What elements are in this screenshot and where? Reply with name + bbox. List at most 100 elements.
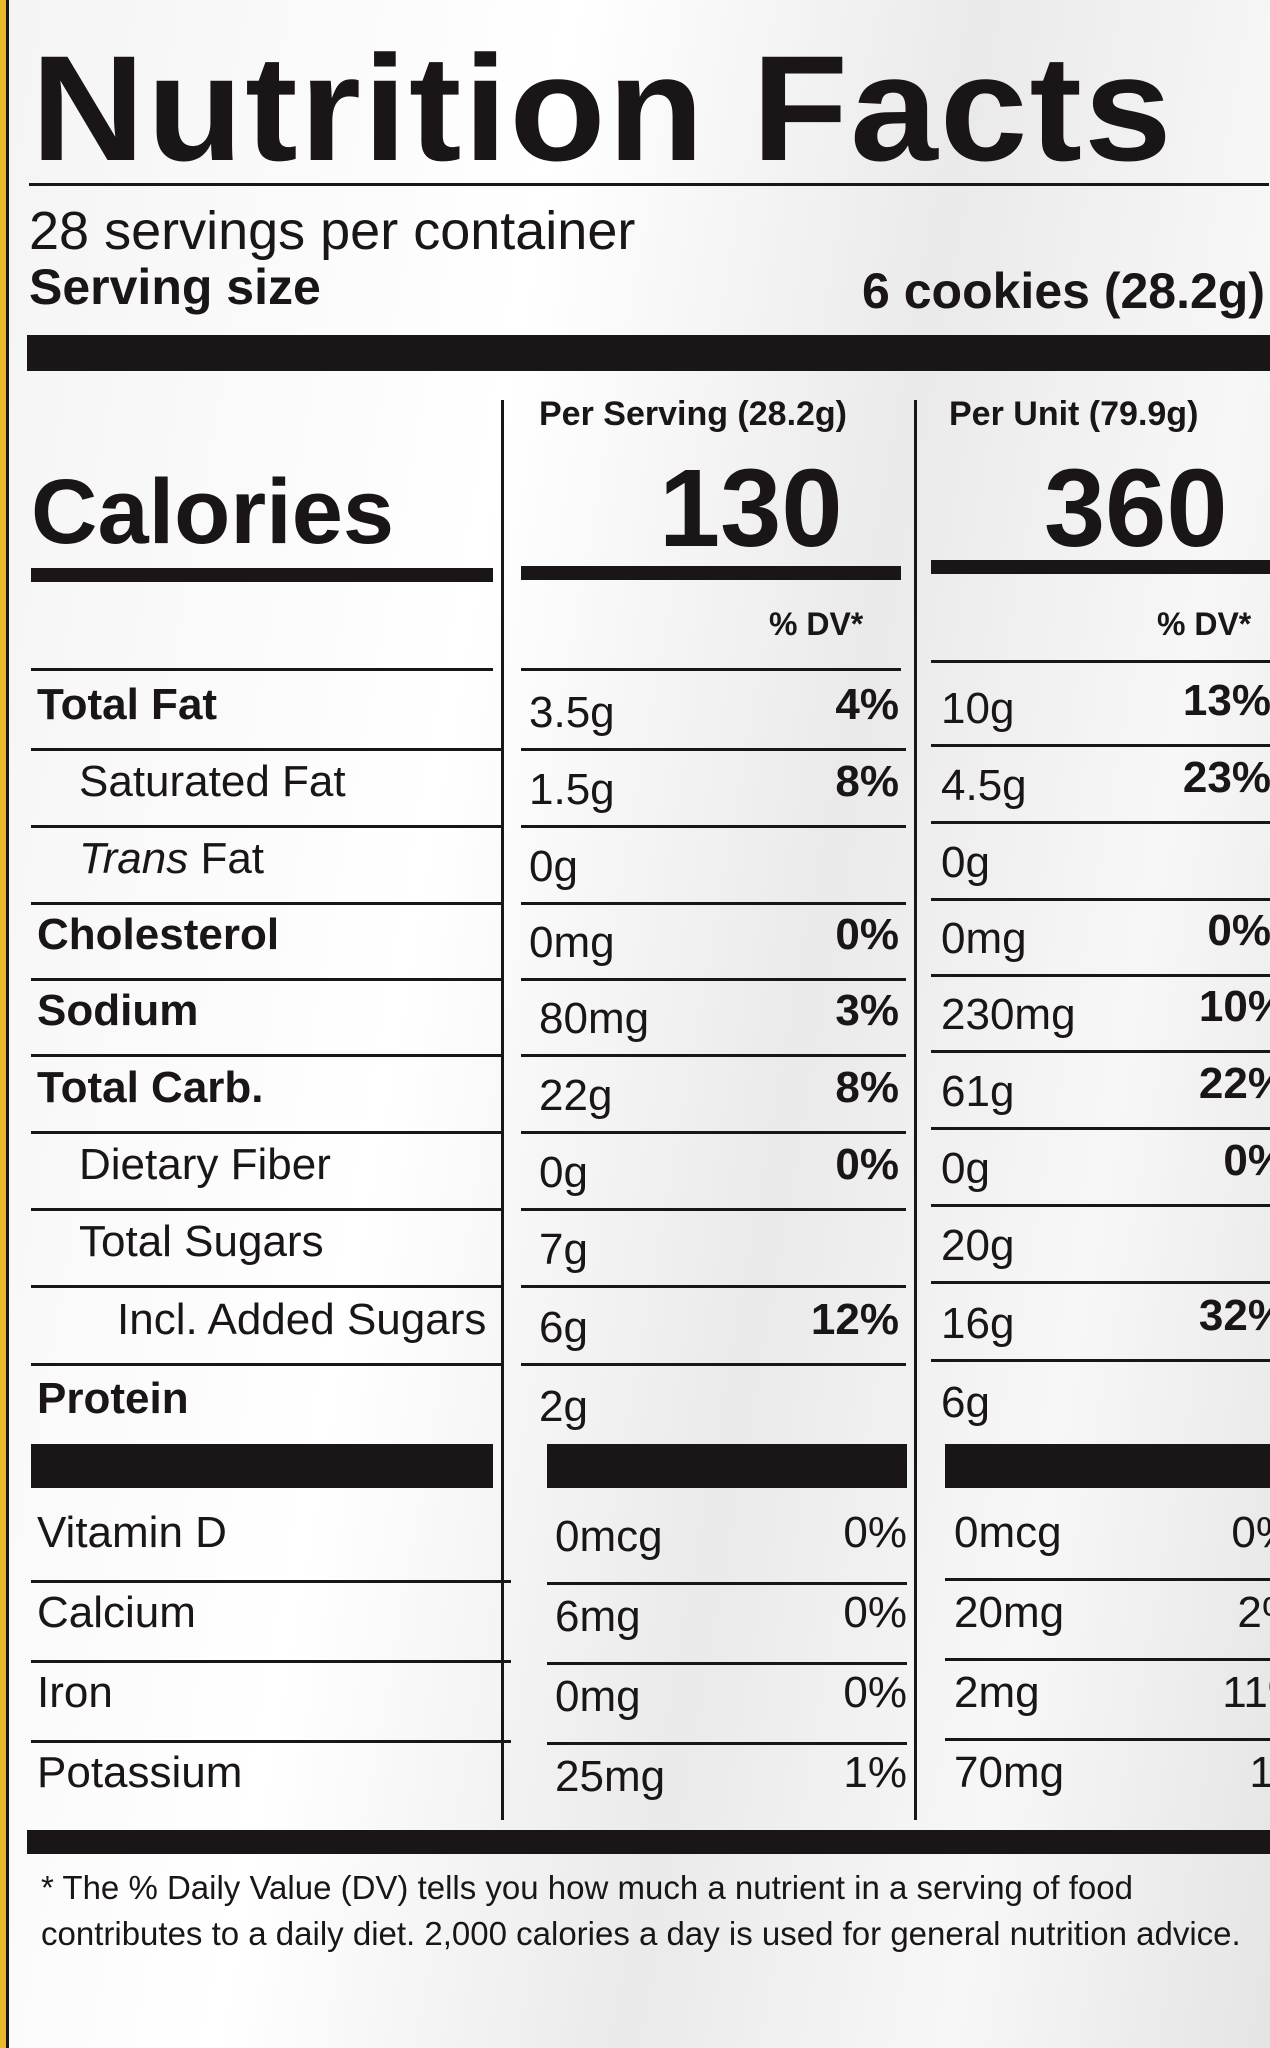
nutrient-label: Incl. Added Sugars (117, 1295, 487, 1344)
per-serving-dv: 0% (835, 910, 899, 959)
nutrient-label: Total Carb. (37, 1063, 264, 1112)
per-serving-amount: 0mcg (555, 1512, 663, 1561)
per-serving-dv: 8% (835, 757, 899, 806)
row-divider (547, 1662, 907, 1665)
per-unit-dv: 23% (1182, 753, 1270, 802)
calories-bar (521, 566, 901, 580)
divider (29, 183, 1269, 186)
vitamin-label: Vitamin D (37, 1508, 227, 1557)
per-unit-dv: 0% (1223, 1136, 1270, 1185)
row-divider (521, 1054, 906, 1057)
row-divider (31, 1208, 501, 1211)
row-divider (31, 668, 493, 671)
row-divider (521, 1208, 906, 1211)
nutrient-label: Cholesterol (37, 910, 280, 959)
per-unit-amount: 4.5g (941, 761, 1027, 810)
per-unit-dv: 0% (1207, 906, 1270, 955)
row-divider (931, 821, 1270, 824)
per-unit-amount: 2mg (954, 1668, 1040, 1717)
row-divider (31, 1740, 511, 1743)
per-unit-amount: 0g (941, 838, 990, 887)
serving-size-value: 6 cookies (28.2g) (862, 263, 1265, 319)
per-unit-dv: 13% (1182, 676, 1270, 725)
row-divider (521, 902, 906, 905)
thick-divider (31, 1444, 493, 1488)
per-serving-amount: 2g (539, 1382, 588, 1431)
row-divider (31, 1580, 511, 1583)
vitamin-label: Calcium (37, 1588, 196, 1637)
row-divider (31, 1285, 501, 1288)
per-serving-amount: 0g (529, 842, 578, 891)
per-serving-dv: 8% (835, 1063, 899, 1112)
row-divider (521, 668, 901, 671)
per-serving-amount: 0mg (529, 918, 615, 967)
dv-header-serving: % DV* (769, 606, 864, 642)
servings-per-container: 28 servings per container (29, 201, 636, 261)
row-divider (31, 748, 501, 751)
per-serving-dv: 12% (810, 1295, 899, 1344)
per-serving-amount: 22g (539, 1071, 613, 1120)
per-serving-amount: 80mg (539, 994, 650, 1043)
serving-size-label: Serving size (29, 259, 321, 315)
row-divider (931, 974, 1270, 977)
footnote: * The % Daily Value (DV) tells you how m… (41, 1869, 1241, 1952)
row-divider (31, 902, 501, 905)
row-divider (945, 1658, 1270, 1661)
per-serving-amount: 0g (539, 1148, 588, 1197)
row-divider (521, 748, 906, 751)
per-unit-dv: 2% (1237, 1588, 1270, 1637)
per-serving-dv: 3% (835, 986, 899, 1035)
per-serving-dv: 4% (835, 680, 899, 729)
per-unit-amount: 10g (941, 684, 1015, 733)
row-divider (931, 1127, 1270, 1130)
row-divider (31, 1660, 511, 1663)
thick-divider (945, 1444, 1270, 1488)
per-unit-amount: 16g (941, 1299, 1015, 1348)
row-divider (547, 1742, 907, 1745)
calories-per-unit: 360 (1044, 447, 1228, 570)
per-serving-amount: 6mg (555, 1592, 641, 1641)
per-serving-dv: 1% (843, 1748, 907, 1797)
per-unit-dv: 22% (1198, 1059, 1270, 1108)
row-divider (931, 1050, 1270, 1053)
per-serving-dv: 0% (835, 1140, 899, 1189)
per-unit-dv: 32% (1198, 1291, 1270, 1340)
row-divider (931, 898, 1270, 901)
row-divider (31, 1054, 501, 1057)
row-divider (521, 978, 906, 981)
row-divider (945, 1578, 1270, 1581)
per-unit-amount: 0g (941, 1144, 990, 1193)
row-divider (931, 1359, 1270, 1362)
row-divider (931, 1281, 1270, 1284)
per-unit-dv: 11% (1222, 1668, 1270, 1717)
row-divider (31, 825, 501, 828)
per-unit-amount: 0mcg (954, 1508, 1062, 1557)
column-divider (501, 400, 504, 1820)
vitamin-label: Potassium (37, 1748, 243, 1797)
per-unit-header: Per Unit (79.9g) (949, 395, 1199, 433)
per-unit-dv: 10% (1198, 982, 1270, 1031)
row-divider (521, 1285, 906, 1288)
per-unit-amount: 0mg (941, 914, 1027, 963)
row-divider (31, 1363, 501, 1366)
per-unit-amount: 20g (941, 1221, 1015, 1270)
nutrient-label: Protein (37, 1374, 189, 1423)
calories-bar (931, 560, 1270, 574)
calories-label: Calories (31, 461, 395, 563)
row-divider (31, 978, 501, 981)
nutrition-facts-label: Nutrition Facts 28 servings per containe… (6, 0, 1270, 2048)
per-serving-amount: 0mg (555, 1672, 641, 1721)
row-divider (931, 660, 1270, 663)
per-serving-dv: 0% (843, 1508, 907, 1557)
per-unit-amount: 230mg (941, 990, 1076, 1039)
per-unit-amount: 70mg (954, 1748, 1065, 1797)
per-unit-dv: 0% (1231, 1508, 1270, 1557)
nutrient-label: Saturated Fat (79, 757, 346, 806)
title: Nutrition Facts (31, 24, 1174, 192)
column-divider (914, 400, 917, 1820)
row-divider (521, 825, 906, 828)
per-serving-amount: 1.5g (529, 765, 615, 814)
row-divider (521, 1363, 906, 1366)
vitamin-label: Iron (37, 1668, 113, 1717)
thick-divider (27, 335, 1270, 371)
